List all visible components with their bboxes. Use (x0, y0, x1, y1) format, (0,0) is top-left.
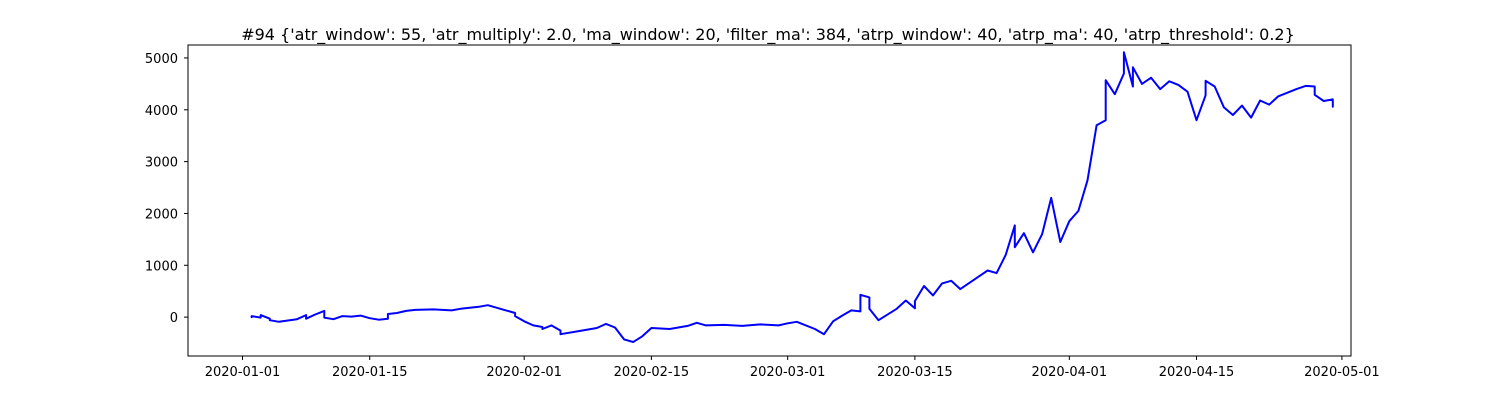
x-tick-label: 2020-03-15 (877, 365, 953, 380)
x-tick-label: 2020-05-01 (1304, 365, 1380, 380)
y-tick-label: 3000 (145, 156, 178, 171)
x-tick-label: 2020-03-01 (750, 365, 826, 380)
y-tick-label: 5000 (145, 52, 178, 67)
x-tick-label: 2020-02-15 (614, 365, 690, 380)
x-tick-label: 2020-04-15 (1159, 365, 1235, 380)
x-tick-label: 2020-02-01 (486, 365, 562, 380)
series-layer (250, 51, 1334, 343)
series-line-0 (250, 51, 1334, 343)
y-tick-label: 4000 (145, 104, 178, 119)
y-tick-label: 1000 (145, 259, 178, 274)
plot-frame (187, 44, 1352, 357)
x-tick-label: 2020-01-15 (332, 365, 408, 380)
y-tick-label: 2000 (145, 207, 178, 222)
x-tick-label: 2020-04-01 (1032, 365, 1108, 380)
axes: 0 1000 2000 3000 4000 5000 2020-01-01 2020-01-1… (145, 52, 1380, 380)
y-tick-label: 0 (170, 311, 178, 326)
x-tick-label: 2020-01-01 (205, 365, 281, 380)
chart-title: #94 {'atr_window': 55, 'atr_multiply': 2… (241, 25, 1295, 45)
